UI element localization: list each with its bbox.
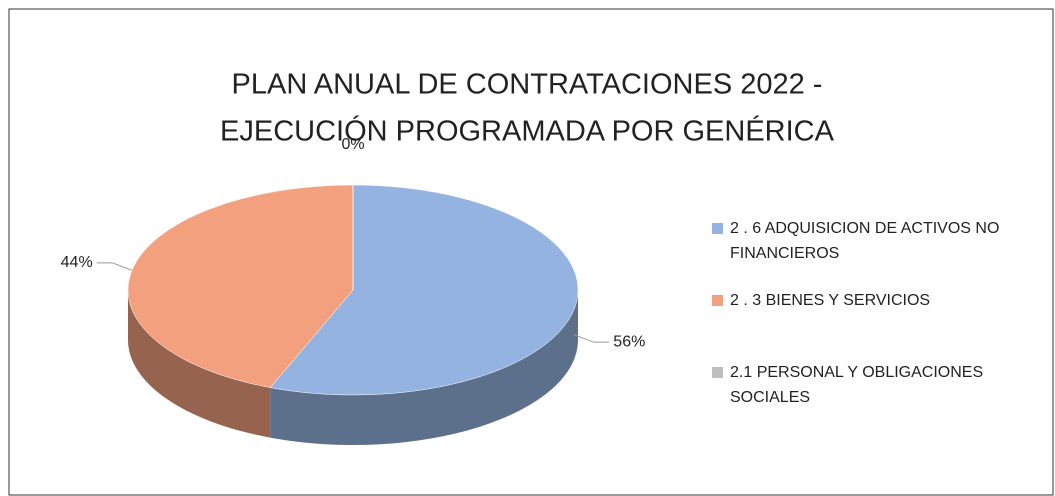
chart-title: PLAN ANUAL DE CONTRATACIONES 2022 - <box>232 69 823 101</box>
slice <box>269 184 579 396</box>
leader-line <box>573 334 610 343</box>
legend-item: 2.1 PERSONAL Y OBLIGACIONES SOCIALES <box>712 360 1032 432</box>
leader-line <box>96 262 133 271</box>
legend-label: 2 . 3 BIENES Y SERVICIOS <box>730 292 931 309</box>
data-label: 56% <box>613 333 645 350</box>
chart-title: EJECUCIÓN PROGRAMADA POR GENÉRICA <box>220 115 835 148</box>
legend-item: 2 . 3 BIENES Y SERVICIOS <box>712 288 1032 360</box>
slice-side <box>270 290 578 445</box>
legend-swatch <box>712 295 723 306</box>
slice-side <box>128 290 271 438</box>
legend-label: 2 . 6 ADQUISICION DE ACTIVOS NO FINANCIE… <box>730 220 1000 262</box>
legend: 2 . 6 ADQUISICION DE ACTIVOS NO FINANCIE… <box>712 216 1032 432</box>
legend-label: 2.1 PERSONAL Y OBLIGACIONES SOCIALES <box>730 364 984 406</box>
slice-side-shade <box>128 290 271 438</box>
legend-item: 2 . 6 ADQUISICION DE ACTIVOS NO FINANCIE… <box>712 216 1032 288</box>
slice-side-shade <box>270 290 578 445</box>
legend-swatch <box>712 223 723 234</box>
legend-swatch <box>712 367 723 378</box>
data-label: 0% <box>341 136 364 153</box>
data-label: 44% <box>61 254 93 271</box>
